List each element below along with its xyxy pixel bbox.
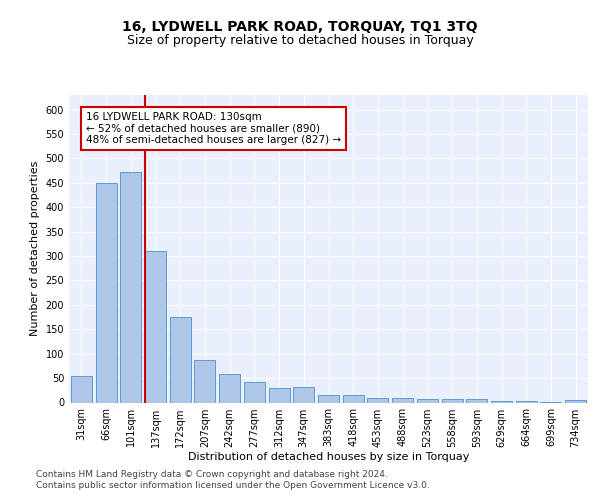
Bar — [491, 400, 512, 402]
Bar — [145, 250, 166, 402]
Bar — [170, 316, 191, 402]
Bar — [194, 360, 215, 403]
X-axis label: Distribution of detached houses by size in Torquay: Distribution of detached houses by size … — [188, 452, 469, 462]
Text: 16 LYDWELL PARK ROAD: 130sqm
← 52% of detached houses are smaller (890)
48% of s: 16 LYDWELL PARK ROAD: 130sqm ← 52% of de… — [86, 112, 341, 146]
Bar — [269, 388, 290, 402]
Text: Size of property relative to detached houses in Torquay: Size of property relative to detached ho… — [127, 34, 473, 47]
Bar — [71, 376, 92, 402]
Text: Contains HM Land Registry data © Crown copyright and database right 2024.: Contains HM Land Registry data © Crown c… — [36, 470, 388, 479]
Bar — [565, 400, 586, 402]
Bar — [442, 399, 463, 402]
Bar — [244, 382, 265, 402]
Text: Contains public sector information licensed under the Open Government Licence v3: Contains public sector information licen… — [36, 481, 430, 490]
Bar — [516, 400, 537, 402]
Bar — [293, 388, 314, 402]
Bar — [417, 399, 438, 402]
Bar — [219, 374, 240, 402]
Y-axis label: Number of detached properties: Number of detached properties — [30, 161, 40, 336]
Text: 16, LYDWELL PARK ROAD, TORQUAY, TQ1 3TQ: 16, LYDWELL PARK ROAD, TORQUAY, TQ1 3TQ — [122, 20, 478, 34]
Bar — [120, 172, 141, 402]
Bar — [343, 395, 364, 402]
Bar — [466, 398, 487, 402]
Bar — [95, 183, 116, 402]
Bar — [318, 395, 339, 402]
Bar — [392, 398, 413, 402]
Bar — [367, 398, 388, 402]
